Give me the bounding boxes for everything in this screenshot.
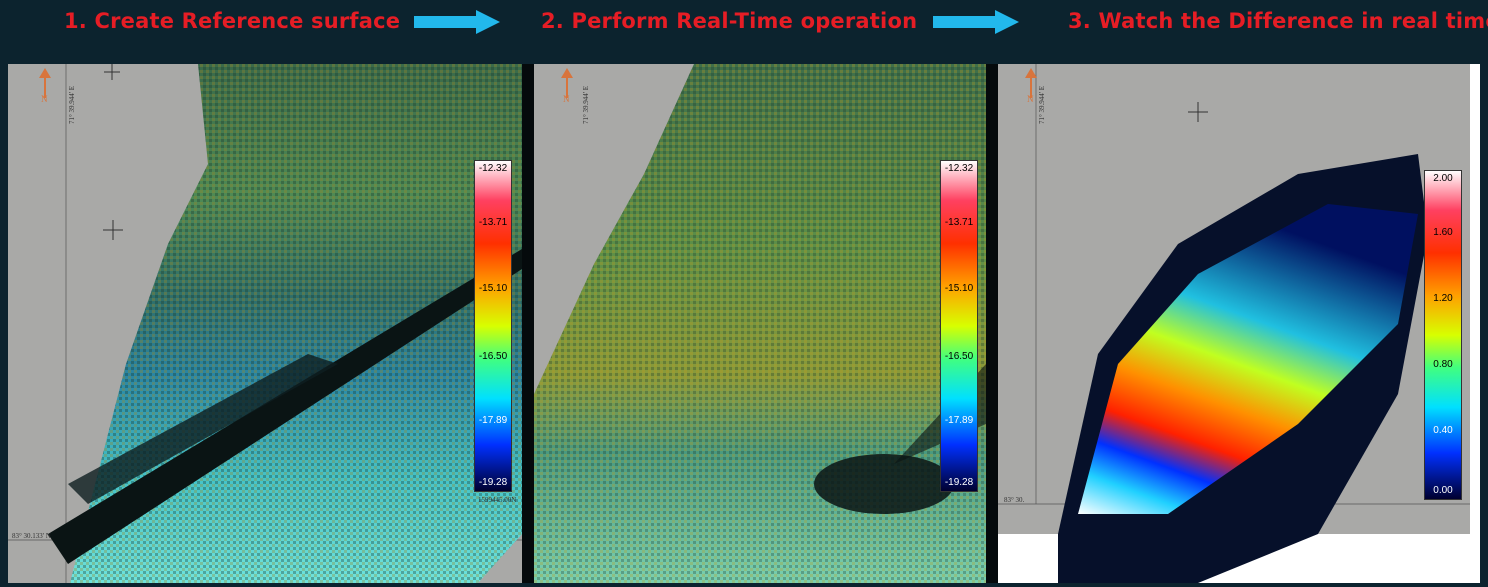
- north-label: N: [563, 94, 570, 104]
- realtime-operation-panel[interactable]: N 71° 39.944' E -12.32 -13.71 -15.1: [534, 64, 986, 583]
- legend-value: -15.10: [944, 283, 974, 294]
- legend-value: -15.10: [478, 283, 508, 294]
- north-arrow-icon: [560, 68, 574, 100]
- longitude-label: 83° 30.133' N: [12, 532, 51, 540]
- legend-value: 0.40: [1433, 425, 1453, 436]
- legend-value: -17.89: [478, 415, 508, 426]
- panel-divider: [522, 64, 534, 583]
- step-1-label: 1. Create Reference surface: [64, 9, 401, 33]
- legend-value: 2.00: [1433, 173, 1453, 184]
- difference-color-legend: 2.00 1.60 1.20 0.80 0.40 0.00: [1424, 170, 1462, 500]
- legend-value: -12.32: [478, 163, 508, 174]
- latitude-label: 71° 39.944' E: [582, 85, 590, 124]
- reference-surface-panel[interactable]: N 71° 39.944' E 83° 30.133' N 1599445.00…: [8, 64, 522, 583]
- arrow-right-icon: [414, 10, 500, 34]
- latitude-label: 71° 39.944' E: [1038, 85, 1046, 124]
- step-3-label: 3. Watch the Difference in real time: [1068, 9, 1488, 33]
- legend-value: -13.71: [944, 217, 974, 228]
- legend-value: -12.32: [944, 163, 974, 174]
- easting-label: 1599445.00N: [478, 496, 517, 504]
- step-2-label: 2. Perform Real-Time operation: [541, 9, 918, 33]
- reference-surface-map[interactable]: [8, 64, 522, 583]
- depth-color-legend: -12.32 -13.71 -15.10 -16.50 -17.89 -19.2…: [474, 160, 512, 492]
- panel-divider: [986, 64, 998, 583]
- legend-value: -17.89: [944, 415, 974, 426]
- north-arrow-icon: [1024, 68, 1038, 100]
- legend-value: 0.00: [1433, 485, 1453, 496]
- legend-value: 1.60: [1433, 227, 1453, 238]
- north-arrow-icon: [38, 68, 52, 100]
- north-label: N: [1027, 94, 1034, 104]
- difference-panel[interactable]: N 71° 39.944' E 83° 30. 2.00 1.60: [998, 64, 1480, 583]
- realtime-operation-map[interactable]: [534, 64, 986, 583]
- arrow-right-icon: [933, 10, 1019, 34]
- legend-value: -19.28: [478, 477, 508, 488]
- latitude-label: 71° 39.944' E: [68, 85, 76, 124]
- longitude-label: 83° 30.: [1004, 496, 1025, 504]
- legend-value: 1.20: [1433, 293, 1453, 304]
- legend-value: -13.71: [478, 217, 508, 228]
- depth-color-legend: -12.32 -13.71 -15.10 -16.50 -17.89 -19.2…: [940, 160, 978, 492]
- legend-value: -16.50: [944, 351, 974, 362]
- legend-value: -19.28: [944, 477, 974, 488]
- legend-value: -16.50: [478, 351, 508, 362]
- difference-map[interactable]: [998, 64, 1480, 583]
- north-label: N: [41, 94, 48, 104]
- legend-value: 0.80: [1433, 359, 1453, 370]
